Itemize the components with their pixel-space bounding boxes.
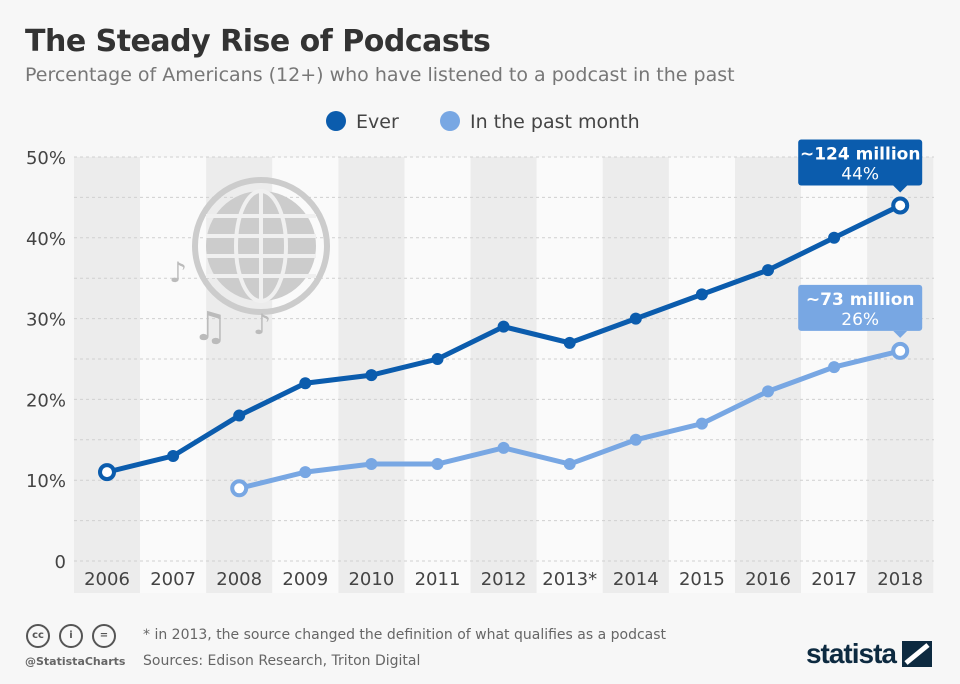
column-band	[867, 157, 934, 593]
brand-text: statista	[805, 638, 897, 669]
globe-ring	[192, 177, 330, 315]
data-point	[431, 458, 444, 471]
data-point	[891, 341, 910, 360]
y-tick-label: 10%	[26, 471, 66, 492]
x-tick-label: 2010	[348, 569, 394, 590]
no-derivatives-icon: =	[92, 624, 116, 648]
twitter-handle: @StatistaCharts	[25, 655, 126, 668]
x-tick-label: 2015	[679, 569, 725, 590]
x-tick-label: 2008	[216, 569, 262, 590]
data-point	[891, 196, 910, 215]
y-tick-label: 0	[55, 552, 66, 573]
data-point	[365, 458, 378, 471]
legend-swatch	[440, 111, 460, 131]
annotation-pointer	[893, 330, 908, 338]
x-tick-label: 2007	[150, 569, 196, 590]
data-point	[762, 385, 774, 398]
x-tick-label: 2011	[415, 569, 461, 590]
cc-icon: cc	[26, 624, 50, 648]
music-note-icon: ♪	[253, 308, 271, 341]
music-note-icon: ♪	[169, 256, 187, 289]
sources: Sources: Edison Research, Triton Digital	[143, 653, 421, 669]
data-point	[563, 458, 576, 471]
annotation-value: 26%	[841, 310, 879, 330]
x-tick-label: 2013*	[542, 569, 597, 590]
y-tick-label: 50%	[26, 148, 66, 169]
statista-logo[interactable]: statista	[806, 638, 932, 670]
data-point	[695, 417, 708, 430]
data-point	[431, 353, 444, 365]
x-tick-label: 2006	[84, 569, 130, 590]
data-point	[230, 479, 249, 498]
x-tick-label: 2018	[877, 569, 923, 590]
data-point	[167, 449, 180, 462]
data-point	[828, 361, 841, 374]
x-tick-label: 2012	[481, 569, 527, 590]
x-tick-label: 2014	[613, 569, 659, 590]
data-point	[497, 320, 510, 333]
annotation-title: ~73 million	[806, 290, 915, 310]
column-band	[470, 157, 537, 593]
legend-swatch	[326, 111, 346, 131]
data-point	[233, 409, 246, 422]
data-point	[629, 312, 642, 325]
column-band	[536, 157, 603, 593]
column-band	[735, 157, 802, 593]
data-point	[828, 231, 841, 244]
footnote: * in 2013, the source changed the defini…	[143, 627, 667, 643]
annotation-box	[798, 284, 923, 331]
data-point	[497, 441, 510, 454]
data-point	[299, 466, 312, 479]
column-band	[602, 157, 669, 593]
chart-subtitle: Percentage of Americans (12+) who have l…	[25, 64, 735, 86]
annotation-pointer	[893, 185, 908, 193]
chart-title: The Steady Rise of Podcasts	[25, 24, 491, 59]
y-tick-label: 20%	[26, 390, 66, 411]
data-point	[563, 336, 576, 349]
column-band	[668, 157, 735, 593]
data-point	[762, 264, 774, 277]
x-tick-label: 2009	[282, 569, 328, 590]
legend-label: In the past month	[470, 111, 640, 133]
x-tick-label: 2016	[745, 569, 791, 590]
y-tick-label: 40%	[26, 229, 66, 250]
line-chart: 2006 2007 2008 2009 2010 2011 2012 2013* 2014 201…	[26, 111, 934, 593]
music-note-icon: ♫	[192, 304, 228, 350]
annotation-title: ~124 million	[800, 144, 920, 164]
data-point	[365, 369, 378, 382]
column-band	[404, 157, 471, 593]
statista-mark-icon	[902, 641, 932, 667]
data-point	[98, 463, 116, 482]
attribution-icon: i	[59, 624, 83, 648]
data-point	[299, 377, 312, 390]
column-band	[74, 157, 141, 593]
data-point	[629, 433, 642, 446]
x-tick-label: 2017	[811, 569, 857, 590]
annotation-box	[798, 139, 923, 186]
data-point	[695, 288, 708, 301]
annotation-value: 44%	[841, 164, 879, 184]
globe-icon	[192, 177, 330, 315]
y-tick-label: 30%	[26, 310, 66, 331]
legend-label: Ever	[356, 111, 399, 133]
